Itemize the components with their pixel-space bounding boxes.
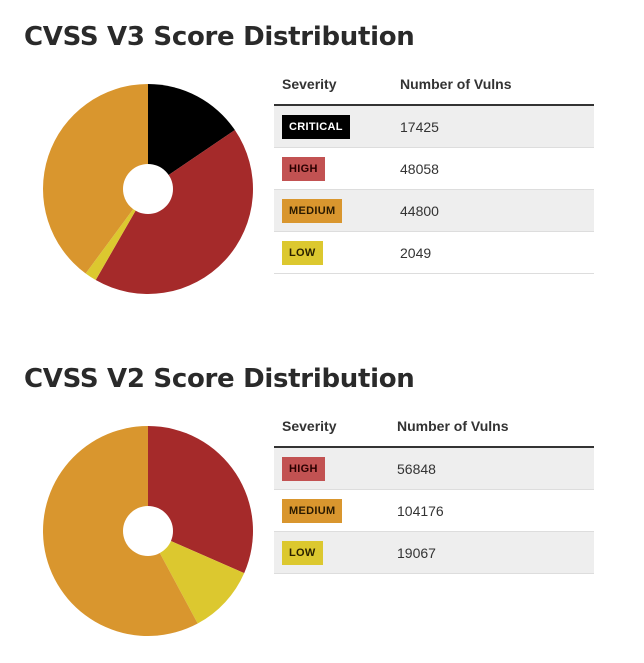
table-row: MEDIUM 104176 [274,489,594,532]
table-row: LOW 19067 [274,531,594,574]
severity-badge-high: HIGH [282,156,325,181]
severity-column-header: Severity [274,406,397,448]
vuln-count-cell: 56848 [397,447,594,490]
table-row: HIGH 48058 [274,147,594,190]
cvss-v2-title: CVSS V2 Score Distribution [24,364,415,394]
vuln-count-cell: 48058 [400,147,594,190]
table-row: CRITICAL 17425 [274,105,594,148]
severity-cell: HIGH [274,147,400,190]
vulns-column-header: Number of Vulns [397,406,594,448]
cvss-v2-pie-chart [42,426,254,636]
severity-cell: HIGH [274,447,397,490]
severity-cell: MEDIUM [274,189,400,232]
table-row: MEDIUM 44800 [274,189,594,232]
severity-cell: LOW [274,231,400,274]
severity-badge-low: LOW [282,240,323,265]
pie-center-hole [123,164,173,214]
vulns-column-header: Number of Vulns [400,64,594,106]
table-row: LOW 2049 [274,231,594,274]
pie-slice-medium [42,84,148,274]
table-header-row: Severity Number of Vulns [274,406,594,448]
vuln-count-cell: 104176 [397,489,594,532]
cvss-v3-title: CVSS V3 Score Distribution [24,22,415,52]
severity-cell: LOW [274,531,397,574]
severity-badge-critical: CRITICAL [282,114,350,139]
pie-center-hole [123,506,173,556]
table-row: HIGH 56848 [274,447,594,490]
pie-slice-low [85,189,148,281]
severity-cell: CRITICAL [274,105,400,148]
pie-slice-critical [148,84,235,189]
pie-slice-high [148,426,254,574]
vuln-count-cell: 17425 [400,105,594,148]
severity-cell: MEDIUM [274,489,397,532]
severity-badge-medium: MEDIUM [282,198,343,223]
pie-slice-low [148,531,245,624]
cvss-v2-table: Severity Number of Vulns HIGH 56848 MEDIUM… [274,406,594,574]
severity-badge-low: LOW [282,540,323,565]
severity-column-header: Severity [274,64,400,106]
cvss-v3-table: Severity Number of Vulns CRITICAL 17425 HI… [274,64,594,274]
vuln-count-cell: 19067 [397,531,594,574]
severity-badge-high: HIGH [282,456,325,481]
cvss-v3-pie-chart [42,84,254,294]
vuln-count-cell: 2049 [400,231,594,274]
table-header-row: Severity Number of Vulns [274,64,594,106]
pie-slice-medium [42,426,198,636]
pie-slice-high [95,130,254,294]
vuln-count-cell: 44800 [400,189,594,232]
severity-badge-medium: MEDIUM [282,498,343,523]
